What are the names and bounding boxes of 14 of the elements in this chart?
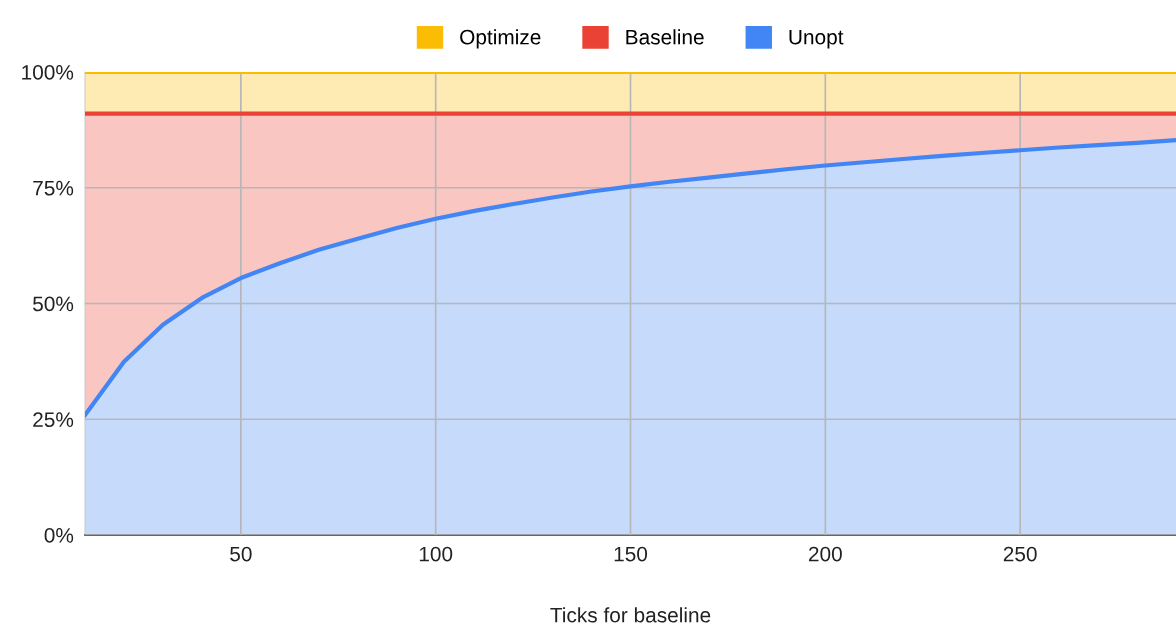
x-axis-title: Ticks for baseline bbox=[550, 607, 711, 623]
y-tick-label: 100% bbox=[22, 65, 74, 80]
x-tick-label: 150 bbox=[614, 546, 648, 562]
x-tick-label: 200 bbox=[808, 546, 842, 562]
x-tick-label: 50 bbox=[230, 546, 252, 562]
y-tick-label: 25% bbox=[33, 412, 74, 427]
legend-label: Baseline bbox=[626, 29, 704, 45]
y-tick-label: 0% bbox=[44, 528, 74, 543]
x-tick-label: 100 bbox=[419, 546, 453, 562]
legend-label: Unopt bbox=[789, 29, 844, 49]
x-tick-label: 250 bbox=[1003, 546, 1037, 562]
y-tick-label: 75% bbox=[33, 180, 74, 196]
legend-label: Optimize bbox=[460, 29, 541, 49]
y-tick-label: 50% bbox=[33, 296, 74, 312]
